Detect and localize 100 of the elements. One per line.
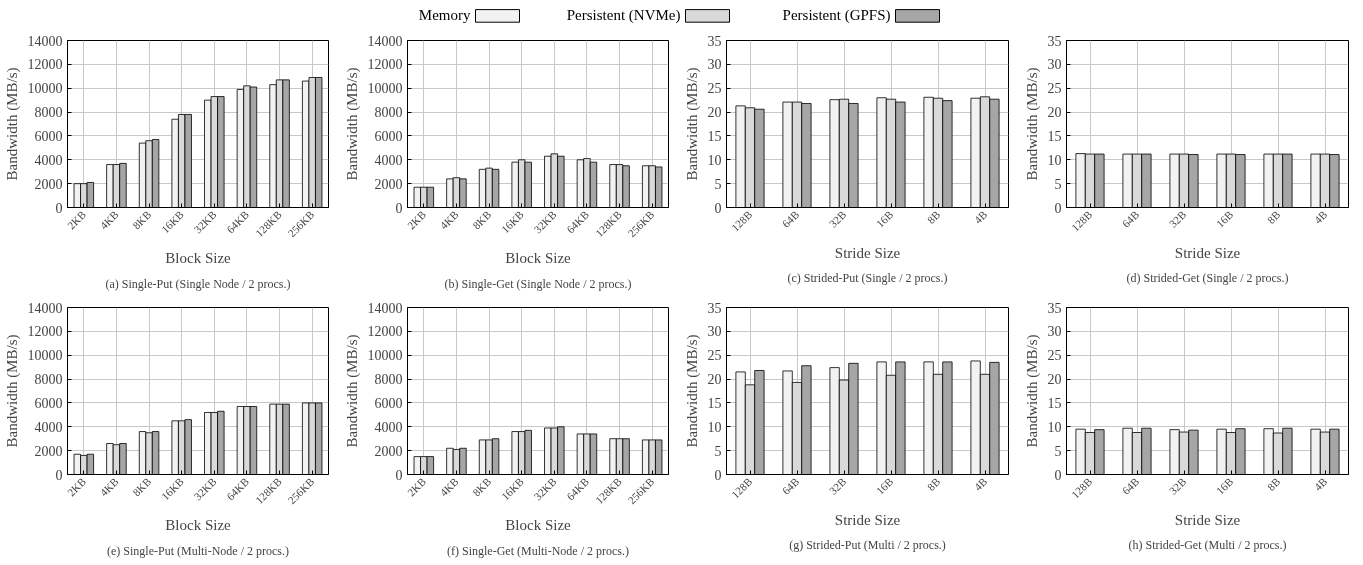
y-tick-label: 14000 <box>27 33 63 49</box>
y-tick-label: 14000 <box>367 33 403 49</box>
x-axis-title: Stride Size <box>834 244 901 261</box>
x-axis-title: Block Size <box>505 250 572 267</box>
x-tick-label: 8B <box>924 208 943 226</box>
x-axis-title: Block Size <box>165 250 232 267</box>
x-tick-label: 4KB <box>97 475 121 499</box>
text: (f) Single-Get (Multi-Node / 2 procs.) <box>447 543 629 558</box>
text: (g) Strided-Put (Multi / 2 procs.) <box>789 537 946 552</box>
y-tick-label: 20 <box>707 105 722 121</box>
x-tick-label: 32B <box>1166 208 1189 230</box>
y-tick-label: 4000 <box>374 419 403 435</box>
y-tick-label: 10 <box>1047 152 1062 168</box>
x-tick-label: 8KB <box>130 475 154 499</box>
y-tick-label: 25 <box>1047 81 1062 97</box>
y-tick-label: 8000 <box>374 105 403 121</box>
x-tick-label: 8B <box>1264 475 1283 493</box>
x-tick-label: 64B <box>1119 208 1142 230</box>
x-tick-label: 4B <box>1311 475 1330 493</box>
y-tick-label: 10 <box>707 152 722 168</box>
y-tick-label: 30 <box>1047 324 1062 340</box>
y-tick-label: 8000 <box>374 372 403 388</box>
x-axis-title: Stride Size <box>1174 511 1241 528</box>
x-tick-label: 4KB <box>97 208 121 232</box>
x-tick-label: 4KB <box>437 208 461 232</box>
legend-label: Persistent (NVMe) <box>566 6 681 24</box>
text: (d) Strided-Get (Single / 2 procs.) <box>1126 270 1289 285</box>
y-tick-label: 6000 <box>34 128 63 144</box>
y-tick-label: 12000 <box>367 57 403 73</box>
y-tick-label: 35 <box>1047 33 1062 49</box>
y-tick-label: 25 <box>1047 348 1062 364</box>
y-tick-label: 30 <box>707 57 722 73</box>
y-tick-label: 4000 <box>374 152 403 168</box>
y-tick-label: 6000 <box>374 395 403 411</box>
y-tick-label: 0 <box>395 200 403 216</box>
x-tick-label: 8KB <box>470 475 494 499</box>
x-tick-label: 8B <box>924 475 943 493</box>
text: (b) Single-Get (Single Node / 2 procs.) <box>444 276 632 291</box>
y-tick-label: 4000 <box>34 152 63 168</box>
y-tick-label: 14000 <box>367 300 403 316</box>
y-tick-label: 5 <box>714 176 722 192</box>
legend-label: Memory <box>418 6 471 23</box>
y-tick-label: 20 <box>1047 105 1062 121</box>
y-tick-label: 0 <box>55 200 63 216</box>
x-tick-label: 64B <box>779 208 802 230</box>
y-tick-label: 5 <box>714 443 722 459</box>
y-axis-title: Bandwidth (MB/s) <box>683 334 701 448</box>
text: (e) Single-Put (Multi-Node / 2 procs.) <box>107 543 289 558</box>
y-axis-title: Bandwidth (MB/s) <box>343 334 361 448</box>
x-tick-label: 4B <box>971 475 990 493</box>
y-axis-title: Bandwidth (MB/s) <box>1023 334 1041 448</box>
y-tick-label: 15 <box>707 128 722 144</box>
y-tick-label: 25 <box>707 348 722 364</box>
x-tick-label: 4B <box>971 208 990 226</box>
y-axis-title: Bandwidth (MB/s) <box>1023 67 1041 181</box>
y-tick-label: 30 <box>707 324 722 340</box>
x-tick-label: 16B <box>873 208 896 230</box>
x-tick-label: 8KB <box>470 208 494 232</box>
y-tick-label: 10000 <box>367 81 403 97</box>
x-tick-label: 8KB <box>130 208 154 232</box>
y-tick-label: 6000 <box>374 128 403 144</box>
y-tick-label: 35 <box>707 33 722 49</box>
x-axis-title: Stride Size <box>834 511 901 528</box>
y-axis-title: Bandwidth (MB/s) <box>3 67 21 181</box>
y-tick-label: 5 <box>1054 176 1062 192</box>
y-tick-label: 6000 <box>34 395 63 411</box>
y-tick-label: 10 <box>1047 419 1062 435</box>
y-tick-label: 12000 <box>27 324 63 340</box>
y-tick-label: 4000 <box>34 419 63 435</box>
x-tick-label: 32B <box>826 208 849 230</box>
y-tick-label: 12000 <box>367 324 403 340</box>
text: (h) Strided-Get (Multi / 2 procs.) <box>1128 537 1287 552</box>
text: (c) Strided-Put (Single / 2 procs.) <box>787 270 948 285</box>
y-tick-label: 2000 <box>374 176 403 192</box>
legend-label: Persistent (GPFS) <box>782 6 891 24</box>
x-tick-label: 32B <box>826 475 849 497</box>
y-tick-label: 35 <box>1047 300 1062 316</box>
y-tick-label: 2000 <box>34 443 63 459</box>
y-tick-label: 0 <box>714 200 722 216</box>
y-tick-label: 8000 <box>34 372 63 388</box>
y-tick-label: 10 <box>707 419 722 435</box>
y-tick-label: 15 <box>707 395 722 411</box>
y-axis-title: Bandwidth (MB/s) <box>683 67 701 181</box>
x-axis-title: Stride Size <box>1174 244 1241 261</box>
x-tick-label: 16B <box>873 475 896 497</box>
text: (a) Single-Put (Single Node / 2 procs.) <box>105 276 291 291</box>
y-tick-label: 30 <box>1047 57 1062 73</box>
y-tick-label: 12000 <box>27 57 63 73</box>
y-tick-label: 15 <box>1047 395 1062 411</box>
y-tick-label: 10000 <box>367 348 403 364</box>
y-tick-label: 14000 <box>27 300 63 316</box>
y-tick-label: 0 <box>55 467 63 483</box>
y-tick-label: 20 <box>1047 372 1062 388</box>
x-tick-label: 16B <box>1213 208 1236 230</box>
y-tick-label: 0 <box>1054 467 1062 483</box>
x-axis-title: Block Size <box>165 517 232 534</box>
y-tick-label: 0 <box>395 467 403 483</box>
x-tick-label: 4KB <box>437 475 461 499</box>
y-tick-label: 0 <box>1054 200 1062 216</box>
x-tick-label: 64B <box>1119 475 1142 497</box>
